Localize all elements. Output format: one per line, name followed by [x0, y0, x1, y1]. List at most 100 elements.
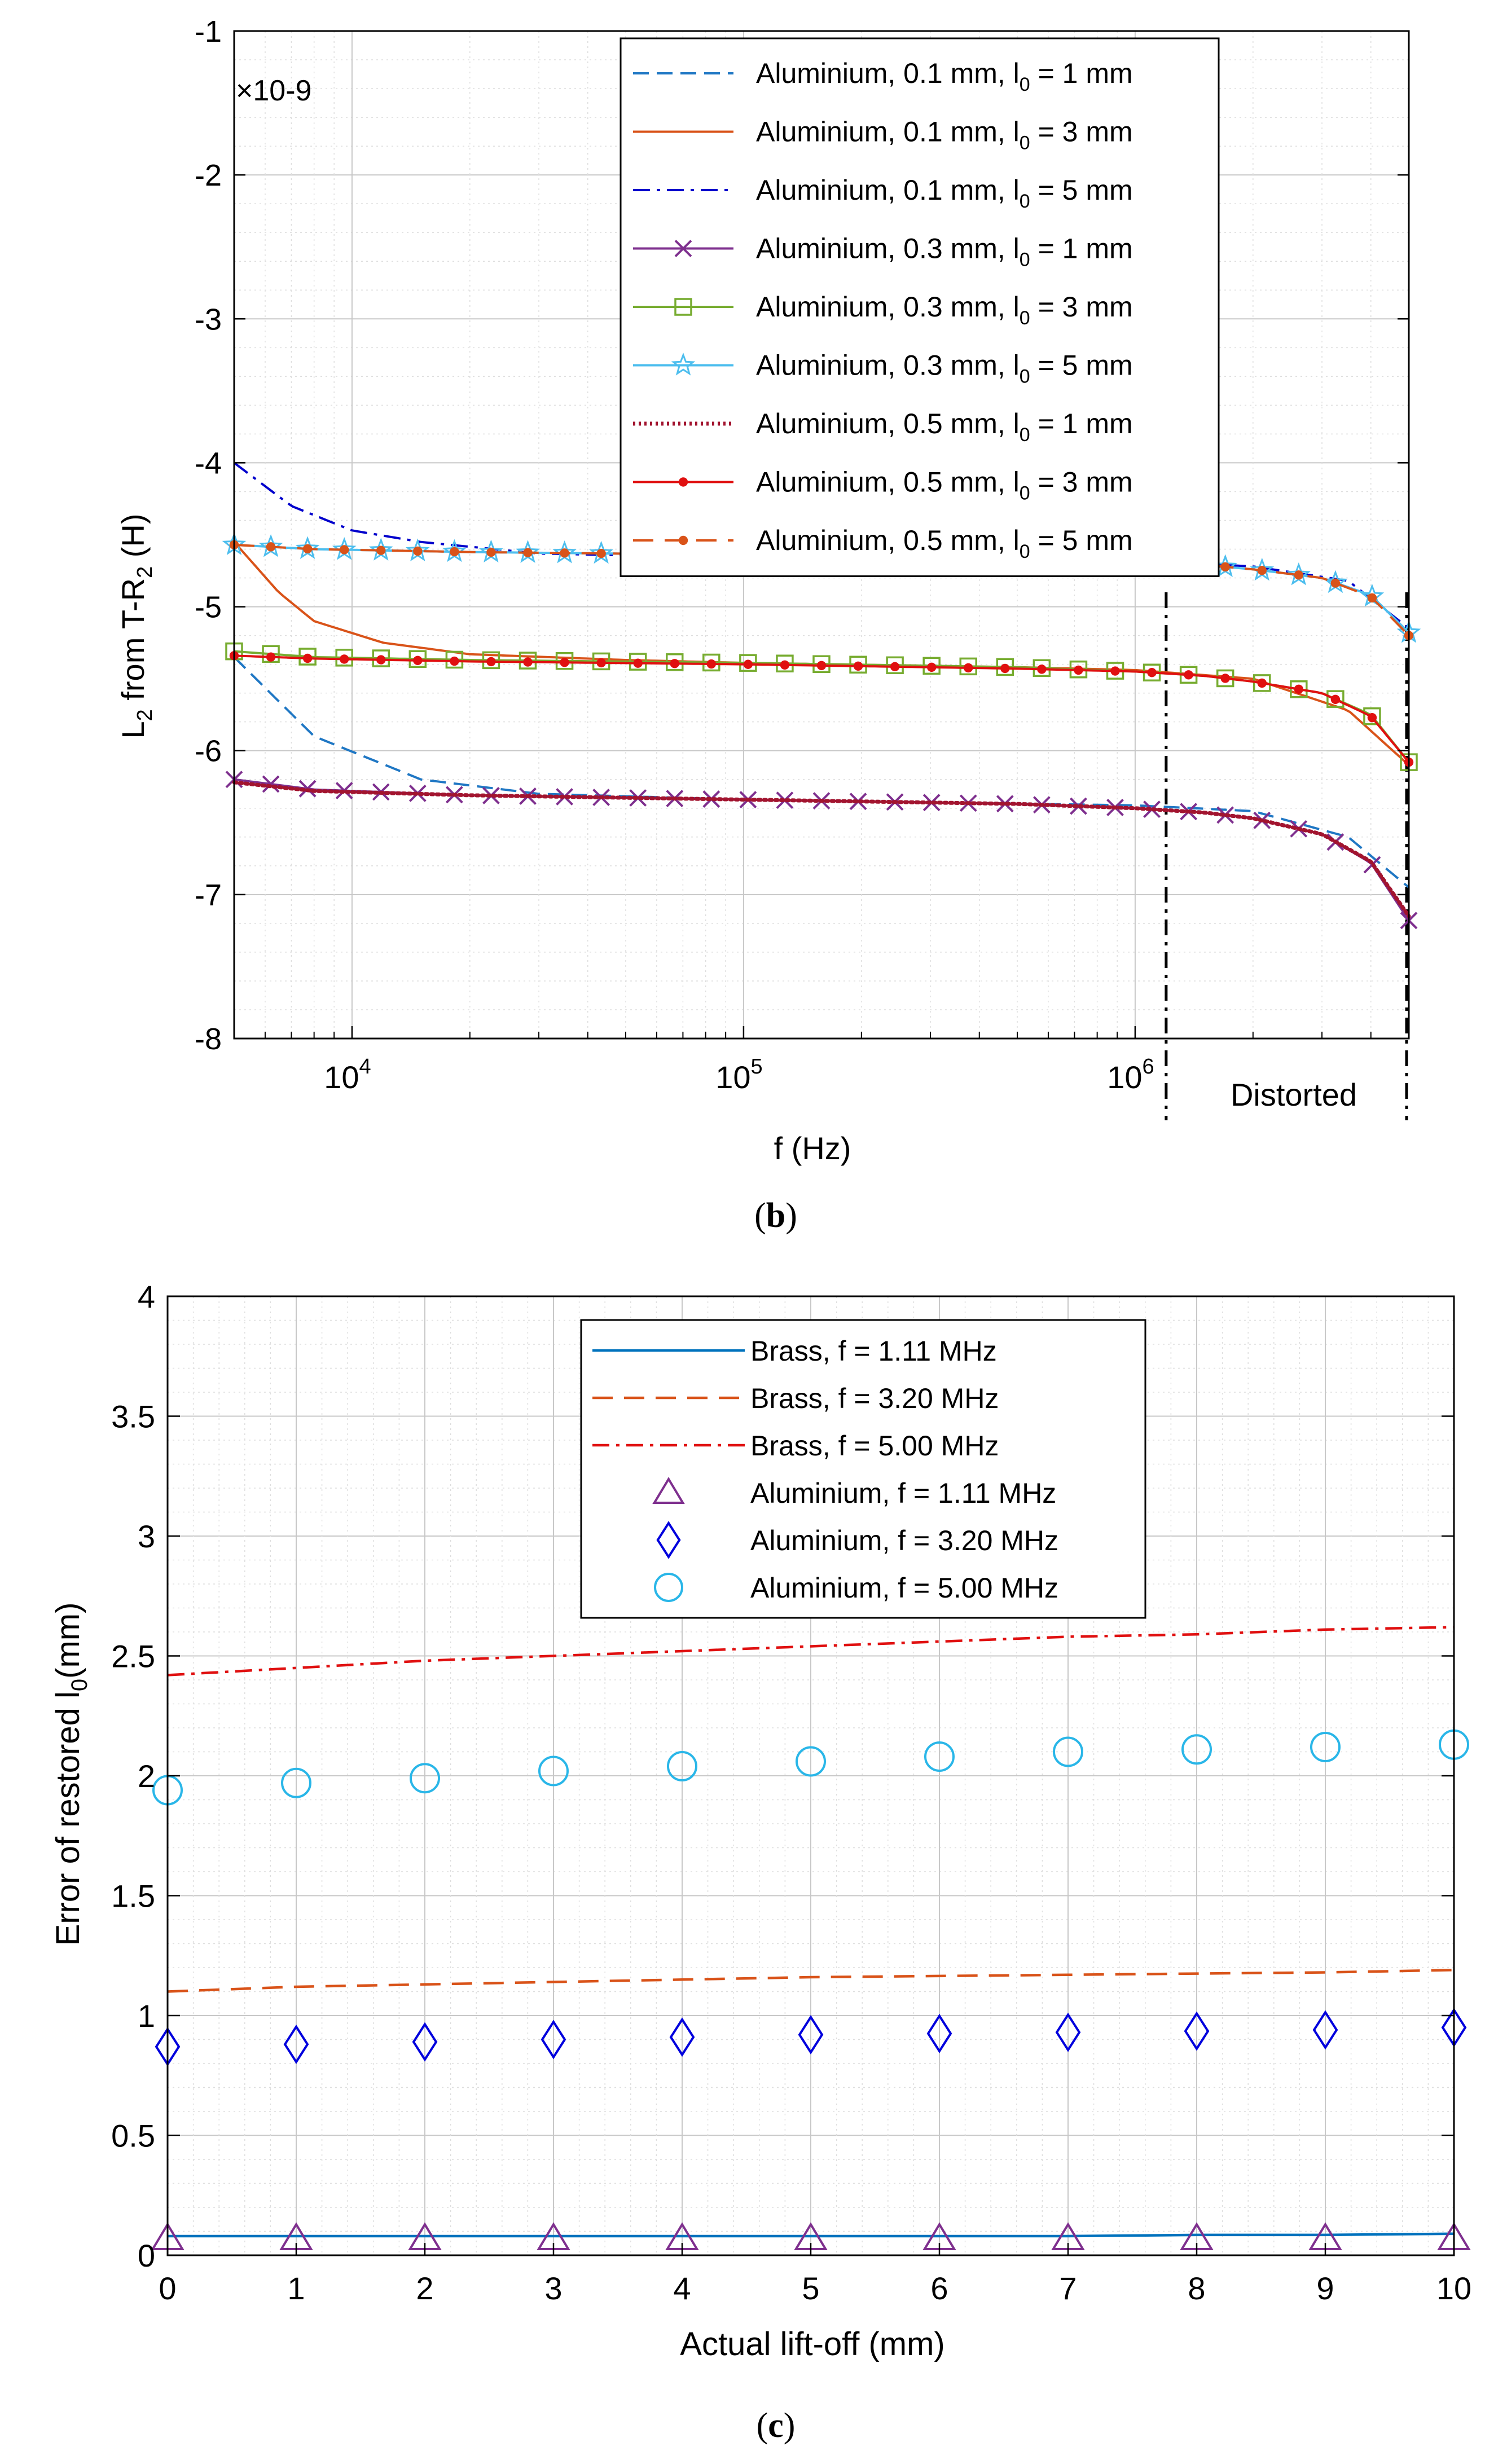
marker-b: [413, 546, 423, 556]
marker-b-b: [262, 775, 280, 793]
legend-c: Brass, f = 1.11 MHz Brass, f = 3.20 MHz Br…: [580, 1319, 1146, 1619]
marker-b: [1257, 678, 1267, 688]
series-b-6: [232, 780, 1411, 918]
marker-b: [1294, 684, 1304, 694]
marker-c: [1055, 2012, 1081, 2052]
marker-b: [1074, 665, 1083, 675]
tick-label-y: -5: [195, 591, 222, 624]
legend-label-b-prefix: Aluminium, 0.1 mm, l: [756, 174, 1020, 206]
legend-item-c: Brass, f = 3.20 MHz: [592, 1383, 999, 1414]
marker-b: [262, 775, 280, 793]
tick-label-x-base: 10: [324, 1059, 359, 1095]
legend-item-c: Aluminium, f = 5.00 MHz: [654, 1572, 1058, 1604]
y-axis-label-c: Error of restored l0(mm): [50, 1603, 92, 1946]
series-c-1: [167, 1969, 1455, 1993]
series-line-c: [168, 2232, 1455, 2238]
marker-b: [1220, 562, 1230, 572]
marker-b: [816, 661, 827, 671]
marker-c: [1312, 2010, 1338, 2050]
marker-c: [1184, 2011, 1210, 2051]
legend-label-c: Brass, f = 3.20 MHz: [750, 1383, 999, 1414]
legend-label-b-sub: 0: [1020, 483, 1030, 504]
legend-label-b-sub: 0: [1020, 191, 1030, 212]
marker-b: [1290, 680, 1308, 698]
tick-label-y: 2.5: [111, 1639, 155, 1674]
series-line-b: [233, 461, 1410, 630]
y-label-c-prefix: Error of restored l: [50, 1691, 86, 1946]
legend-label-b-suffix: = 5 mm: [1030, 525, 1133, 556]
marker-b: [592, 652, 610, 671]
ticks-c: 0 0.5 1 1.5 2 2.5 3 3.5 4 0 1 2 3 4 5 6 7 8 9 10: [111, 1279, 1471, 2306]
marker-b: [1220, 674, 1230, 683]
legend-label-b-prefix: Aluminium, 0.3 mm, l: [756, 350, 1020, 381]
marker-c: [796, 1746, 826, 1777]
tick-label-x: 8: [1188, 2271, 1205, 2306]
legend-label-b: Aluminium, 0.5 mm, l0 = 1 mm: [756, 408, 1133, 446]
marker-b: [445, 650, 464, 669]
marker-b: [629, 653, 647, 671]
tick-label-y: 3: [138, 1519, 155, 1554]
legend-item-c: Brass, f = 5.00 MHz: [592, 1430, 999, 1462]
legend-label-b: Aluminium, 0.1 mm, l0 = 1 mm: [756, 58, 1133, 95]
tick-label-x: 105: [715, 1055, 762, 1095]
tick-label-y: 0.5: [111, 2118, 155, 2154]
legend-marker-b: [671, 353, 696, 376]
series-line-b: [232, 780, 1411, 918]
x-axis-label-c: Actual lift-off (mm): [680, 2326, 944, 2362]
legend-label-b-prefix: Aluminium, 0.3 mm, l: [756, 233, 1020, 265]
marker-b: [922, 657, 941, 675]
legend-label-c: Brass, f = 5.00 MHz: [750, 1430, 999, 1462]
tick-label-y: 2: [138, 1758, 155, 1794]
legend-marker-b: [678, 535, 688, 545]
y-label-b-unit: (H): [115, 513, 151, 566]
legend-label-b: Aluminium, 0.1 mm, l0 = 5 mm: [756, 174, 1133, 212]
tick-label-x-base: 10: [1107, 1059, 1142, 1095]
tick-label-x: 9: [1316, 2271, 1334, 2306]
marker-b: [959, 657, 977, 676]
marker-b: [1257, 566, 1267, 575]
series-c-0: [168, 2232, 1455, 2238]
marker-b: [450, 656, 459, 666]
marker-b: [408, 650, 427, 668]
marker-b: [1110, 666, 1120, 676]
series-c-2: [167, 1626, 1455, 1677]
legend-label-b-prefix: Aluminium, 0.3 mm, l: [756, 291, 1020, 323]
marker-b: [302, 653, 313, 663]
legend-item-b: Aluminium, 0.3 mm, l0 = 3 mm: [633, 291, 1133, 329]
marker-c: [541, 2019, 566, 2060]
marker-b: [743, 659, 753, 669]
legend-label-b-prefix: Aluminium, 0.5 mm, l: [756, 467, 1020, 498]
marker-b: [486, 657, 496, 667]
legend-label-b-suffix: = 3 mm: [1030, 291, 1133, 323]
marker-b: [262, 645, 280, 663]
marker-b: [1330, 578, 1341, 588]
marker-b: [1326, 690, 1345, 708]
marker-c: [538, 1755, 569, 1787]
tick-label-y: -4: [195, 446, 222, 480]
marker-b: [266, 542, 276, 552]
marker-c: [667, 1751, 697, 1781]
legend-label-b-prefix: Aluminium, 0.5 mm, l: [756, 525, 1020, 556]
marker-b: [926, 662, 937, 672]
tick-label-x-exp: 5: [750, 1055, 762, 1079]
legend-label-b: Aluminium, 0.3 mm, l0 = 5 mm: [756, 350, 1133, 388]
tick-label-x-base: 10: [715, 1059, 750, 1095]
marker-c: [924, 1741, 955, 1772]
legend-label-b-sub: 0: [1020, 307, 1030, 329]
marker-b: [890, 662, 900, 672]
marker-b: [372, 649, 390, 667]
y-label-b-from: from T-R: [115, 578, 151, 709]
legend-label-b: Aluminium, 0.3 mm, l0 = 1 mm: [756, 233, 1133, 271]
legend-label-c: Aluminium, f = 3.20 MHz: [750, 1525, 1058, 1556]
legend-item-b: Aluminium, 0.1 mm, l0 = 3 mm: [633, 116, 1133, 154]
y-label-c-sub0: 0: [67, 1679, 92, 1691]
marker-b: [482, 651, 500, 670]
marker-b: [298, 648, 317, 666]
marker-b: [1367, 593, 1377, 603]
tick-label-x: 6: [930, 2271, 948, 2306]
legend-label-b-suffix: = 1 mm: [1030, 408, 1133, 439]
marker-b: [812, 655, 831, 674]
